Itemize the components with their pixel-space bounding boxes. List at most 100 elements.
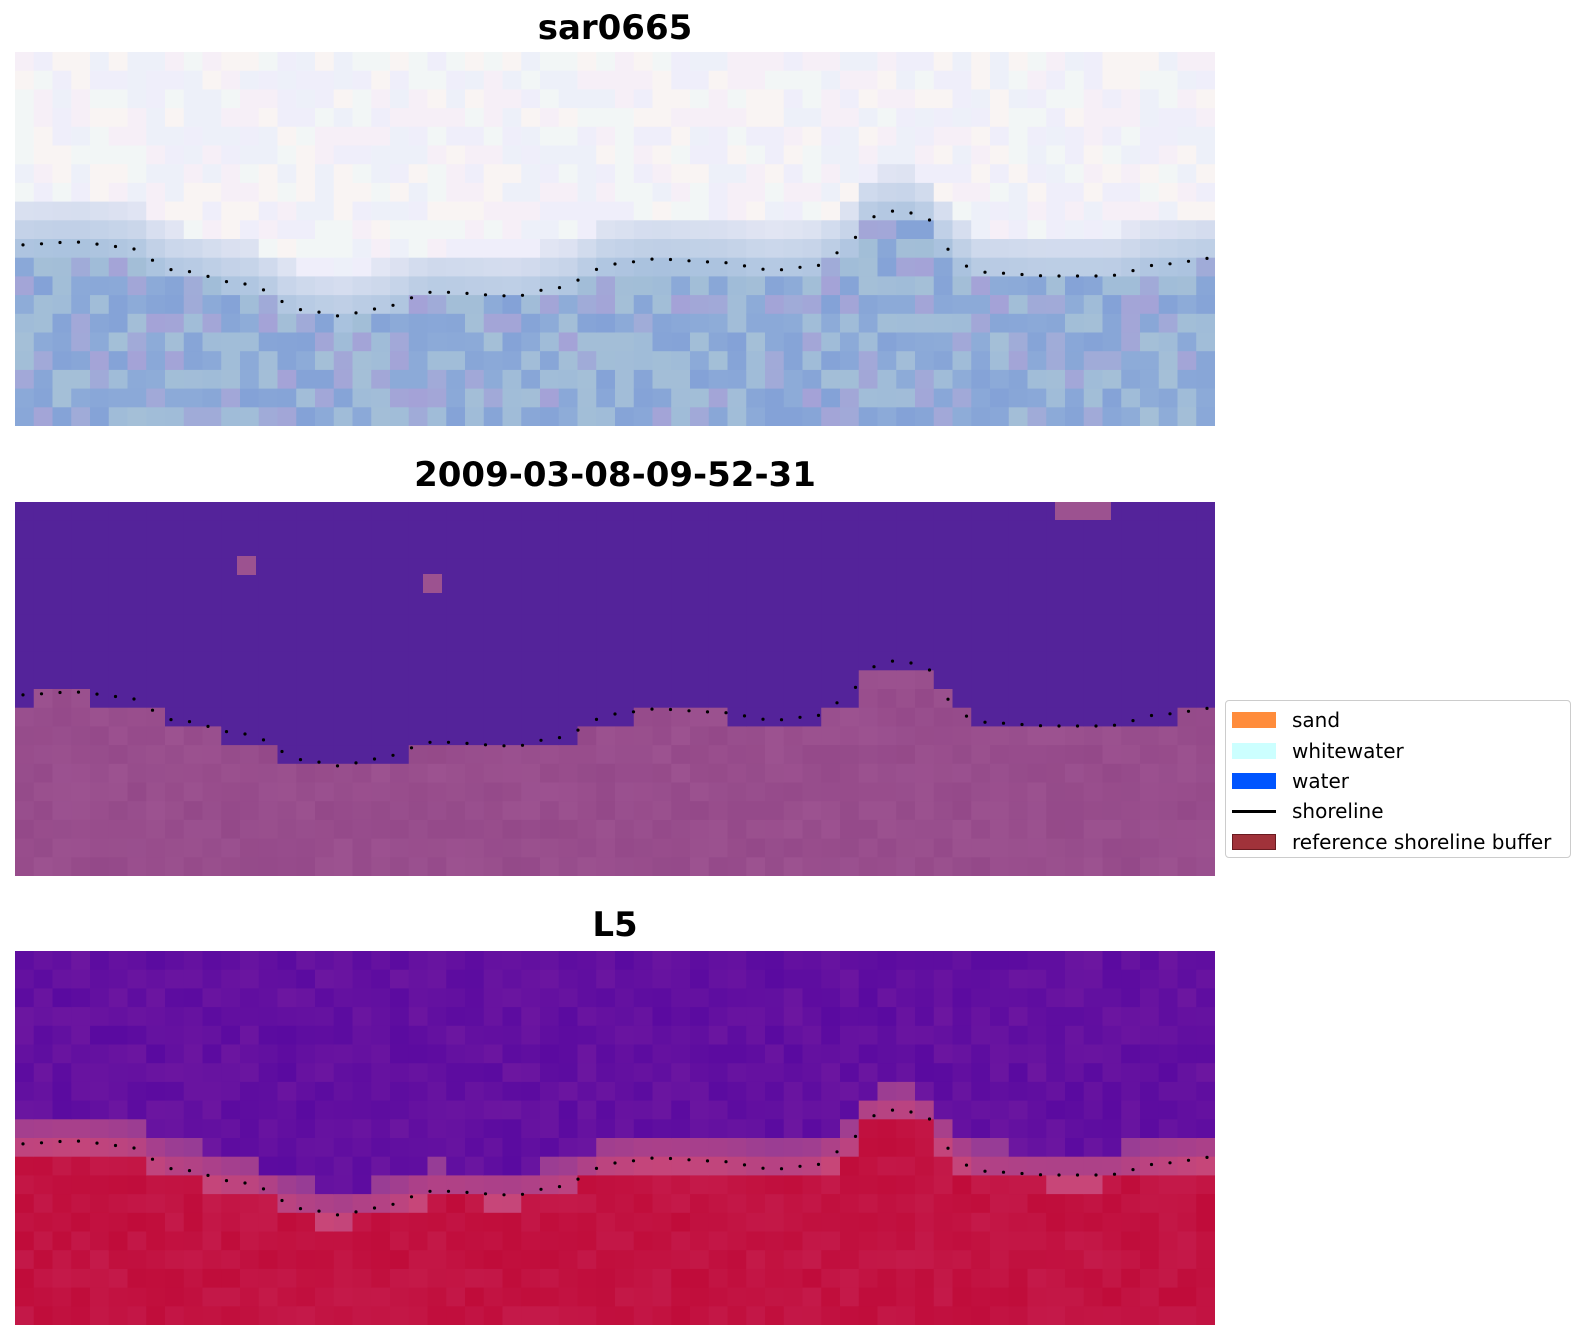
pixel-cell xyxy=(708,388,729,408)
pixel-cell xyxy=(221,1194,241,1214)
pixel-cell xyxy=(521,969,541,989)
pixel-cell xyxy=(1121,1081,1141,1102)
pixel-cell xyxy=(258,1138,279,1158)
pixel-cell xyxy=(1083,1025,1104,1046)
pixel-cell xyxy=(183,558,204,578)
pixel-cell xyxy=(633,351,654,371)
pixel-cell xyxy=(765,89,785,109)
pixel-cell xyxy=(746,502,766,522)
pixel-cell xyxy=(1102,726,1122,746)
pixel-cell xyxy=(146,1063,166,1083)
pixel-cell xyxy=(465,558,485,578)
pixel-cell xyxy=(33,1025,54,1046)
pixel-cell xyxy=(971,1175,991,1195)
pixel-cell xyxy=(577,745,597,765)
pixel-cell xyxy=(633,988,654,1008)
pixel-cell xyxy=(446,313,466,334)
pixel-cell xyxy=(990,1081,1010,1102)
pixel-cell xyxy=(390,1268,410,1289)
pixel-cell xyxy=(108,763,129,784)
pixel-cell xyxy=(1008,164,1029,184)
pixel-cell xyxy=(108,1044,129,1064)
pixel-cell xyxy=(540,745,560,765)
pixel-cell xyxy=(896,745,916,765)
pixel-cell xyxy=(108,1194,129,1214)
pixel-cell xyxy=(1008,726,1029,746)
pixel-cell xyxy=(802,502,822,522)
shoreline-point xyxy=(187,720,192,724)
pixel-cell xyxy=(821,632,841,653)
pixel-cell xyxy=(202,819,222,840)
pixel-cell xyxy=(933,969,954,989)
pixel-cell xyxy=(727,539,747,559)
pixel-cell xyxy=(1140,969,1160,989)
pixel-cell xyxy=(708,1268,729,1289)
pixel-cell xyxy=(821,1212,841,1233)
shoreline-point xyxy=(927,1117,932,1121)
pixel-cell xyxy=(202,108,222,128)
pixel-cell xyxy=(896,52,916,72)
pixel-cell xyxy=(915,670,935,690)
pixel-cell xyxy=(690,520,710,540)
pixel-cell xyxy=(1177,70,1197,90)
pixel-cell xyxy=(558,332,579,352)
pixel-cell xyxy=(352,1044,372,1064)
pixel-cell xyxy=(1065,558,1085,578)
pixel-cell xyxy=(615,1175,635,1195)
pixel-cell xyxy=(783,707,804,727)
pixel-cell xyxy=(896,726,916,746)
pixel-cell xyxy=(1046,969,1066,989)
pixel-cell xyxy=(1008,763,1029,784)
pixel-cell xyxy=(1121,857,1141,876)
pixel-cell xyxy=(483,951,504,971)
pixel-cell xyxy=(746,670,766,690)
pixel-cell xyxy=(690,838,710,858)
pixel-cell xyxy=(577,707,597,727)
pixel-cell xyxy=(52,576,72,597)
pixel-cell xyxy=(108,614,129,634)
pixel-cell xyxy=(858,745,879,765)
pixel-cell xyxy=(52,332,72,352)
pixel-cell xyxy=(633,1044,654,1064)
pixel-cell xyxy=(633,1081,654,1102)
pixel-cell xyxy=(1065,1119,1085,1139)
pixel-cell xyxy=(1196,1119,1215,1139)
pixel-cell xyxy=(1083,388,1104,408)
pixel-cell xyxy=(671,726,691,746)
pixel-cell xyxy=(933,782,954,802)
pixel-cell xyxy=(315,164,335,184)
pixel-cell xyxy=(202,1175,222,1195)
pixel-cell xyxy=(558,1231,579,1251)
pixel-cell xyxy=(1046,745,1066,765)
pixel-cell xyxy=(183,388,204,408)
pixel-cell xyxy=(90,1212,110,1233)
pixel-cell xyxy=(465,407,485,426)
pixel-cell xyxy=(540,1268,560,1289)
pixel-cell xyxy=(240,539,260,559)
pixel-cell xyxy=(165,576,185,597)
pixel-cell xyxy=(1121,1138,1141,1158)
pixel-cell xyxy=(708,707,729,727)
pixel-cell xyxy=(1177,1212,1197,1233)
pixel-cell xyxy=(1177,801,1197,821)
pixel-cell xyxy=(633,1025,654,1046)
pixel-cell xyxy=(390,670,410,690)
pixel-cell xyxy=(671,763,691,784)
pixel-cell xyxy=(202,763,222,784)
pixel-cell xyxy=(1121,1212,1141,1233)
pixel-cell xyxy=(502,369,522,390)
pixel-cell xyxy=(952,257,972,277)
pixel-cell xyxy=(1121,1063,1141,1083)
pixel-cell xyxy=(858,614,879,634)
pixel-cell xyxy=(33,1194,54,1214)
pixel-cell xyxy=(1027,1119,1047,1139)
pixel-cell xyxy=(971,70,991,90)
pixel-cell xyxy=(52,951,72,971)
pixel-cell xyxy=(258,1175,279,1195)
shoreline-point xyxy=(502,294,506,298)
pixel-cell xyxy=(71,220,91,240)
buffer-swatch-icon xyxy=(1232,833,1276,850)
pixel-cell xyxy=(1158,726,1179,746)
pixel-cell xyxy=(183,1081,204,1102)
pixel-cell xyxy=(427,1194,447,1214)
